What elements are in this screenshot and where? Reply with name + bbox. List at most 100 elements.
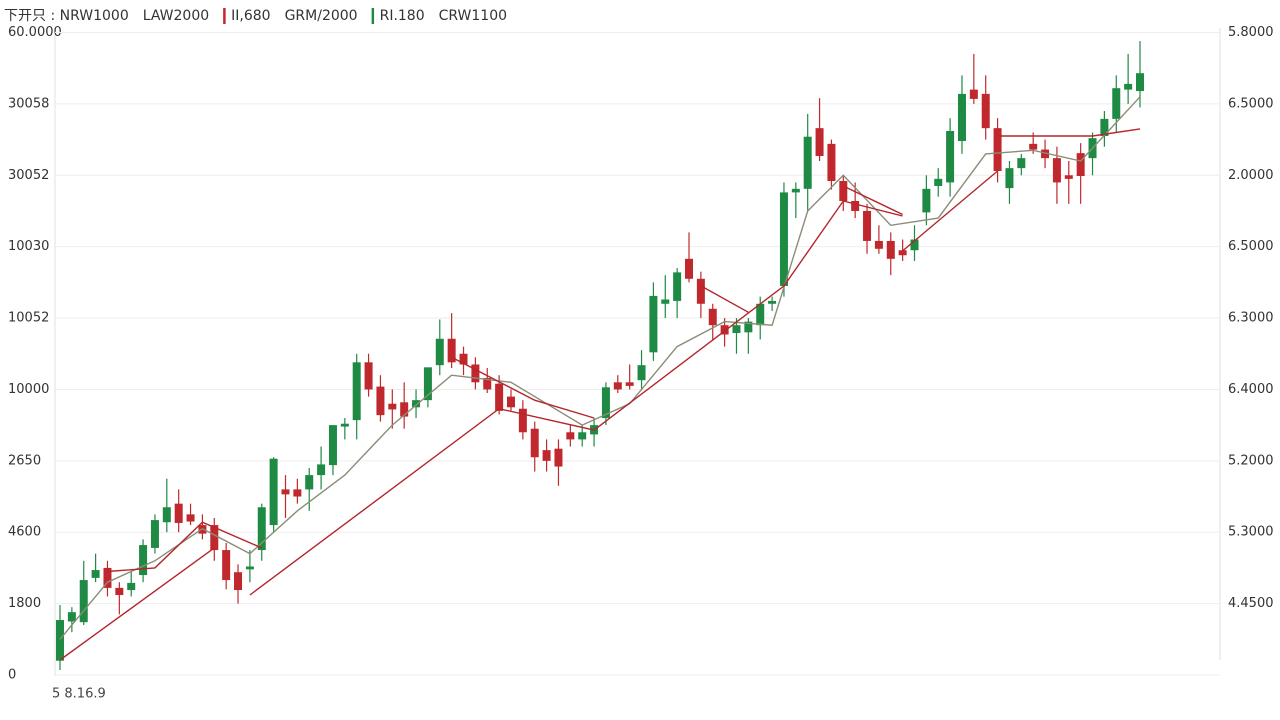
candle-body	[234, 572, 243, 591]
legend-label: CRW1100	[439, 8, 507, 24]
legend-label: GRM/2000	[285, 8, 358, 24]
candle-body	[127, 582, 136, 591]
y2-tick-label: 6.5000	[1228, 96, 1274, 111]
y2-tick-label: 6.3000	[1228, 311, 1274, 326]
candle-body	[447, 338, 456, 363]
candle-body	[756, 303, 765, 326]
candle-body	[542, 450, 551, 461]
candle-body	[91, 570, 100, 578]
y2-tick-label: 6.4000	[1228, 382, 1274, 397]
candle-body	[673, 272, 682, 301]
y-tick-label: 2650	[8, 453, 41, 468]
candle-body	[827, 143, 836, 181]
candle-body	[388, 403, 397, 410]
legend-label: II,680	[231, 8, 270, 24]
y-tick-label: 0	[8, 668, 16, 683]
candle-body	[376, 386, 385, 416]
candle-body	[601, 387, 610, 418]
candle-body	[186, 514, 195, 522]
candle-body	[328, 425, 337, 466]
candle-body	[649, 295, 658, 353]
candle-body	[744, 321, 753, 333]
candle-body	[863, 210, 872, 241]
candle-body	[56, 620, 64, 661]
candle-body	[412, 400, 421, 408]
candle-body	[613, 382, 622, 390]
candle-body	[625, 382, 634, 386]
candle-body	[459, 353, 468, 365]
candle-body	[732, 325, 741, 334]
candle-body	[210, 525, 219, 551]
candle-body	[1076, 153, 1085, 176]
candle-body	[352, 362, 361, 421]
candle-body	[803, 136, 812, 189]
candle-body	[1136, 73, 1144, 92]
candle-body	[150, 520, 159, 548]
candle-body	[530, 428, 539, 458]
candle-body	[162, 507, 171, 523]
candle-body	[1029, 143, 1038, 150]
candle-body	[245, 566, 254, 570]
candle-body	[637, 365, 646, 381]
y-tick-label: 10052	[8, 311, 49, 326]
y2-tick-label: 5.2000	[1228, 453, 1274, 468]
candle-body	[257, 507, 266, 551]
candle-body	[1052, 158, 1061, 183]
candle-body	[1124, 83, 1133, 90]
candle-body	[768, 300, 777, 304]
candle-body	[518, 408, 527, 433]
candle-body	[910, 239, 919, 251]
candle-body	[685, 258, 694, 279]
y2-tick-label: 4.4500	[1228, 596, 1274, 611]
candle-body	[364, 362, 373, 390]
candle-body	[720, 325, 729, 335]
line-series	[59, 128, 1141, 661]
candle-body	[898, 250, 907, 256]
candle-body	[839, 180, 848, 201]
candle-body	[115, 587, 124, 596]
candle-body	[815, 128, 824, 157]
candle-body	[934, 178, 943, 186]
candle-body	[281, 489, 290, 495]
legend-label: LAW2000	[143, 8, 209, 24]
candle-body	[400, 402, 409, 417]
candle-body	[554, 448, 563, 467]
candle-body	[1112, 88, 1121, 119]
candle-body	[851, 200, 860, 211]
candle-body	[993, 128, 1002, 171]
candle-body	[293, 489, 302, 497]
y-tick-label: 4600	[8, 525, 41, 540]
candle-body	[708, 308, 717, 326]
legend-label: 下开只 : NRW1000	[4, 8, 129, 24]
candle-body	[506, 396, 515, 408]
candle-body	[957, 93, 966, 142]
candle-body	[340, 423, 349, 427]
candle-body	[566, 432, 575, 440]
candle-body	[103, 567, 112, 588]
candle-body	[423, 367, 432, 401]
legend-label: RI.180	[380, 8, 425, 24]
legend-bar	[223, 8, 226, 24]
candle-body	[661, 299, 670, 304]
candle-body	[1005, 168, 1014, 189]
y-tick-label: 60.0000	[8, 25, 62, 40]
candle-body	[471, 364, 480, 383]
candle-body	[696, 278, 705, 304]
candle-body	[1064, 175, 1073, 179]
candle-body	[874, 240, 883, 249]
line-series	[107, 185, 903, 573]
candle-body	[578, 432, 587, 440]
legend-bar	[371, 8, 375, 24]
candle-body	[435, 338, 444, 366]
candle-body	[79, 580, 88, 623]
candle-body	[269, 458, 278, 526]
x-label: 5 8.16.9	[52, 687, 106, 702]
y-tick-label: 10000	[8, 382, 49, 397]
y2-tick-label: 2.0000	[1228, 168, 1274, 183]
y2-tick-label: 5.8000	[1228, 25, 1274, 40]
candle-body	[1041, 149, 1050, 159]
candle-body	[483, 378, 492, 390]
y-tick-label: 1800	[8, 596, 41, 611]
